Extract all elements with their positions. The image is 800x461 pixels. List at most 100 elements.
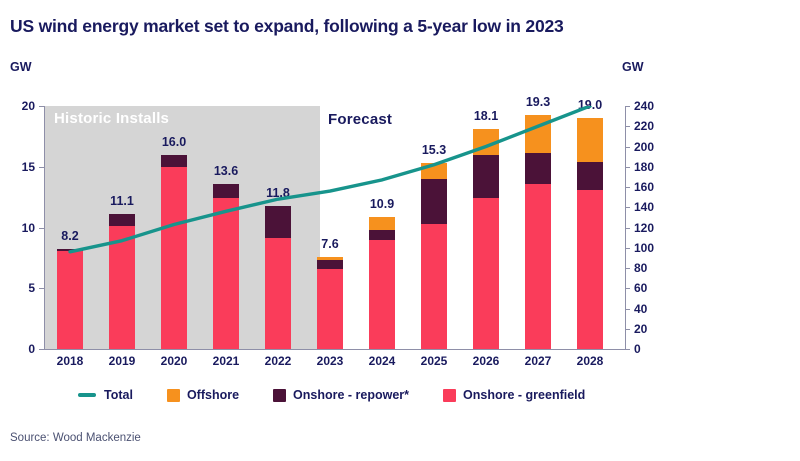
bar-value-label: 7.6: [321, 236, 339, 251]
bar-value-label: 16.0: [161, 134, 187, 149]
left-axis-tick: [39, 166, 44, 168]
right-axis-tick-label: 80: [634, 261, 648, 275]
legend-label: Offshore: [186, 388, 240, 402]
bar-segment[interactable]: [577, 189, 603, 349]
bar-segment[interactable]: [369, 239, 395, 349]
legend-swatch: [273, 388, 287, 402]
right-axis-tick-label: 240: [634, 99, 655, 113]
bar-column[interactable]: [213, 183, 239, 349]
bar-segment[interactable]: [161, 154, 187, 167]
right-axis-tick: [625, 328, 630, 330]
bar-column[interactable]: [525, 114, 551, 349]
bar-segment[interactable]: [525, 114, 551, 154]
right-axis-tick: [625, 247, 630, 249]
bar-value-label: 15.3: [421, 143, 447, 158]
x-axis-tick-label: 2018: [56, 354, 84, 368]
bar-segment[interactable]: [213, 183, 239, 199]
right-axis-tick-label: 60: [634, 281, 648, 296]
legend-onshore-greenfield[interactable]: Onshore - greenfield: [443, 388, 585, 402]
bar-segment[interactable]: [213, 198, 239, 349]
legend-offshore[interactable]: Offshore: [166, 388, 240, 402]
bar-segment[interactable]: [525, 153, 551, 184]
right-axis-tick-label: 140: [634, 200, 655, 215]
right-axis-tick: [625, 106, 630, 107]
bar-value-label: 8.2: [61, 229, 79, 244]
right-axis-tick: [625, 288, 630, 290]
bar-segment[interactable]: [369, 216, 395, 230]
right-axis-tick-label: 220: [634, 119, 655, 134]
bar-column[interactable]: [265, 205, 291, 349]
right-axis-tick: [625, 349, 630, 350]
bar-segment[interactable]: [473, 198, 499, 349]
bar-column[interactable]: [109, 214, 135, 349]
legend-swatch: [166, 388, 180, 402]
bar-column[interactable]: [421, 163, 447, 349]
left-axis-unit: GW: [10, 60, 32, 74]
bar-value-label: 11.8: [266, 185, 290, 200]
bar-segment[interactable]: [369, 229, 395, 240]
bar-segment[interactable]: [577, 161, 603, 190]
left-axis-tick: [39, 349, 44, 350]
bar-value-label: 19.3: [525, 94, 551, 109]
bar-value-label: 18.1: [473, 109, 499, 124]
bar-segment[interactable]: [577, 118, 603, 162]
bar-segment[interactable]: [109, 214, 135, 227]
x-axis-tick-label: 2028: [576, 354, 604, 368]
right-axis-tick: [625, 146, 630, 148]
bar-value-label: 13.6: [213, 163, 239, 178]
x-axis-tick-label: 2025: [420, 354, 448, 368]
chart-legend: Total Offshore Onshore - repower* Onshore -…: [78, 388, 619, 402]
x-axis-tick-label: 2023: [316, 354, 344, 368]
bar-value-label: 10.9: [369, 196, 395, 211]
historic-installs-label: Historic Installs: [54, 110, 170, 127]
legend-total[interactable]: Total: [78, 388, 133, 402]
bar-segment[interactable]: [57, 251, 83, 349]
bar-segment[interactable]: [317, 260, 343, 269]
right-axis-tick-label: 20: [634, 321, 648, 336]
bar-segment[interactable]: [265, 238, 291, 349]
bar-segment[interactable]: [265, 205, 291, 239]
bar-column[interactable]: [317, 256, 343, 349]
right-axis-tick-label: 200: [634, 139, 655, 154]
right-axis-tick-label: 160: [634, 180, 655, 194]
bar-segment[interactable]: [525, 183, 551, 349]
total-line: [68, 104, 592, 254]
bar-segment[interactable]: [109, 226, 135, 349]
bar-segment[interactable]: [317, 256, 343, 261]
bar-column[interactable]: [577, 118, 603, 349]
legend-label: Onshore - greenfield: [463, 388, 586, 402]
bar-value-label: 11.1: [110, 194, 134, 209]
left-axis-tick: [39, 227, 44, 229]
right-axis-tick-label: 120: [634, 220, 655, 235]
left-axis-line: [44, 106, 45, 350]
bar-segment[interactable]: [473, 154, 499, 199]
left-axis-tick-label: 20: [21, 99, 35, 113]
forecast-label: Forecast: [328, 111, 393, 128]
right-axis-tick: [625, 308, 630, 310]
x-axis-line: [44, 349, 627, 350]
total-line-layer: [44, 104, 616, 349]
x-axis-tick-label: 2021: [212, 354, 240, 368]
bar-column[interactable]: [369, 216, 395, 349]
x-axis-tick-label: 2019: [108, 354, 136, 368]
legend-swatch: [443, 388, 457, 402]
legend-line-marker: [78, 393, 96, 397]
bar-segment[interactable]: [161, 166, 187, 349]
left-axis-tick-label: 5: [28, 281, 35, 296]
right-axis-tick: [625, 207, 630, 209]
bar-segment[interactable]: [421, 178, 447, 224]
legend-label: Onshore - repower*: [293, 388, 410, 402]
x-axis-tick-label: 2022: [264, 354, 292, 368]
left-axis-tick-label: 10: [21, 220, 35, 235]
bar-segment[interactable]: [317, 268, 343, 349]
bar-column[interactable]: [161, 154, 187, 349]
bar-segment[interactable]: [421, 223, 447, 349]
x-axis-tick-label: 2020: [160, 354, 188, 368]
right-axis-tick-label: 180: [634, 159, 655, 174]
legend-onshore-repower[interactable]: Onshore - repower*: [273, 388, 409, 402]
x-axis-tick-label: 2024: [368, 354, 396, 368]
bar-group: 8.2 11.1 16.0 13.6 11.8 7.6 10.9 15.3 18.1 19.3 19…: [44, 95, 616, 349]
x-axis-tick-label: 2026: [472, 354, 500, 368]
right-axis-tick-label: 100: [634, 240, 655, 255]
